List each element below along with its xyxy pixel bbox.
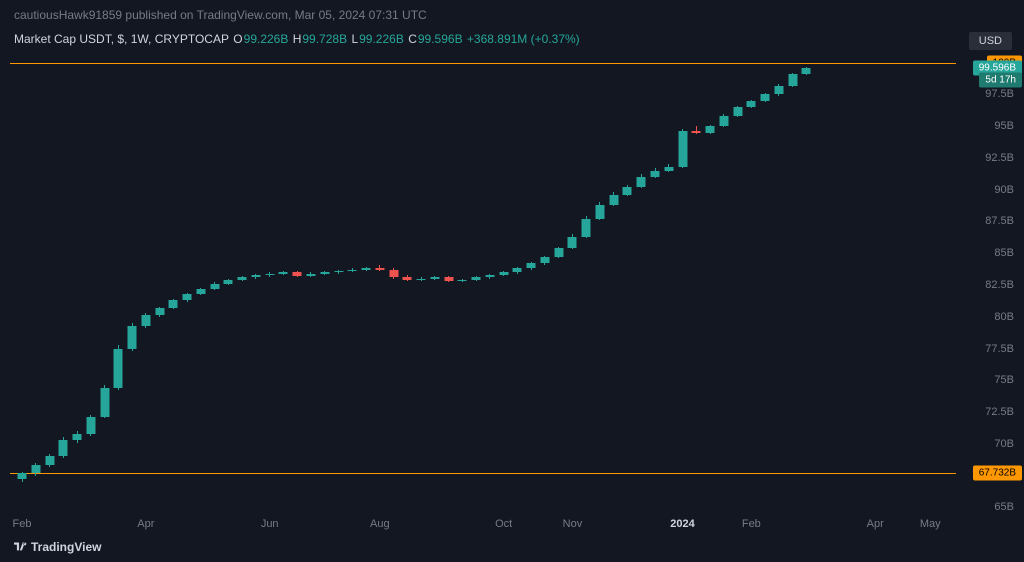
y-tick-label: 65B <box>994 501 1014 513</box>
symbol-text: Market Cap USDT, $, 1W, CRYPTOCAP <box>14 32 229 46</box>
y-tick-label: 72.5B <box>985 406 1014 418</box>
price-tag: 5d 17h <box>979 73 1022 88</box>
y-tick-label: 77.5B <box>985 343 1014 355</box>
y-tick-label: 82.5B <box>985 279 1014 291</box>
x-tick-label: Apr <box>867 518 884 530</box>
x-tick-label: Apr <box>137 518 154 530</box>
y-tick-label: 70B <box>994 438 1014 450</box>
ohlc-h-label: H <box>293 32 302 46</box>
horizontal-line <box>10 63 956 64</box>
tradingview-footer-text: TradingView <box>31 540 101 554</box>
x-tick-label: Jun <box>261 518 279 530</box>
x-tick-label: May <box>920 518 941 530</box>
symbol-ohlc-bar: Market Cap USDT, $, 1W, CRYPTOCAP O99.22… <box>14 32 581 46</box>
currency-badge[interactable]: USD <box>969 32 1012 50</box>
x-tick-label: Feb <box>13 518 32 530</box>
ohlc-o-label: O <box>233 32 242 46</box>
ohlc-o-value: 99.226B <box>244 32 289 46</box>
ohlc-h-value: 99.728B <box>302 32 347 46</box>
ohlc-c-label: C <box>408 32 417 46</box>
ohlc-l-value: 99.226B <box>359 32 404 46</box>
y-tick-label: 95B <box>994 120 1014 132</box>
price-tag: 67.732B <box>973 465 1022 480</box>
y-axis[interactable]: 65B 70B 72.5B 75B 77.5B 80B 82.5B 85B 87.5B 90B 92… <box>958 50 1024 520</box>
chart-plot-area[interactable] <box>10 50 956 520</box>
y-tick-label: 80B <box>994 311 1014 323</box>
x-tick-label: Nov <box>563 518 583 530</box>
x-tick-label: Oct <box>495 518 512 530</box>
ohlc-l-label: L <box>351 32 358 46</box>
horizontal-line <box>10 473 956 474</box>
x-tick-label: Feb <box>742 518 761 530</box>
ohlc-change: +368.891M (+0.37%) <box>467 32 580 46</box>
y-tick-label: 85B <box>994 247 1014 259</box>
tradingview-footer: TradingView <box>14 540 101 554</box>
x-axis[interactable]: Feb Apr Jun Aug Oct Nov 2024 Feb Apr May <box>10 518 956 534</box>
y-tick-label: 87.5B <box>985 215 1014 227</box>
y-tick-label: 75B <box>994 374 1014 386</box>
x-tick-label: Aug <box>370 518 390 530</box>
y-tick-label: 90B <box>994 184 1014 196</box>
ohlc-c-value: 99.596B <box>418 32 463 46</box>
y-tick-label: 92.5B <box>985 152 1014 164</box>
y-tick-label: 97.5B <box>985 88 1014 100</box>
publisher-line: cautiousHawk91859 published on TradingVi… <box>14 8 427 22</box>
tradingview-logo-icon <box>14 541 27 554</box>
x-tick-label: 2024 <box>670 518 694 530</box>
